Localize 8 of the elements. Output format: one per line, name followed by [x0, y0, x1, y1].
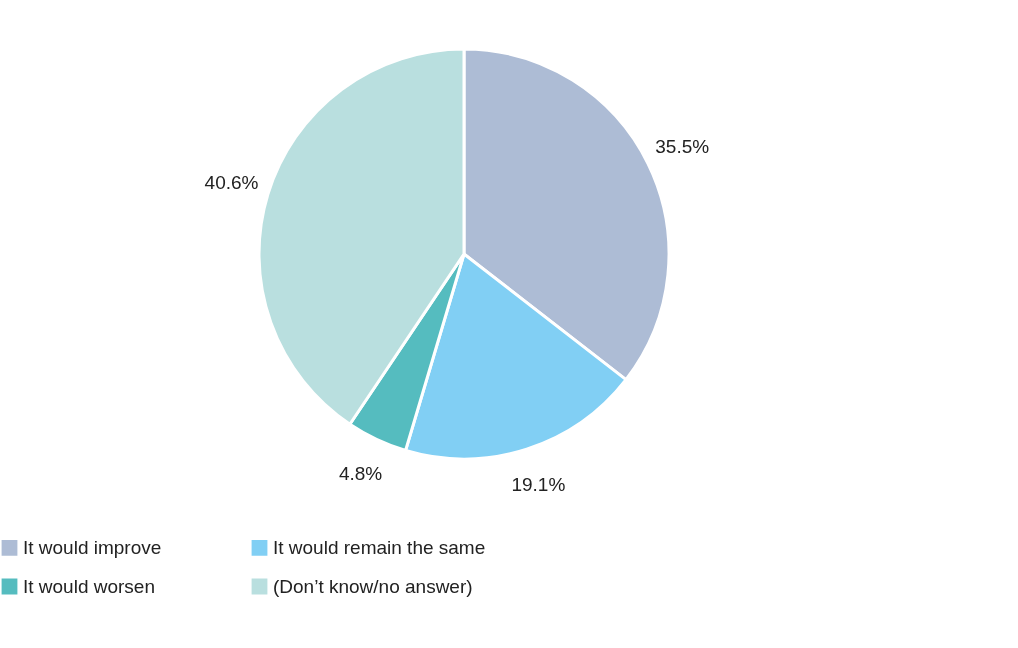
data-label: 40.6%: [204, 172, 259, 194]
data-label: 35.5%: [655, 136, 710, 158]
legend-label: (Don’t know/no answer): [273, 575, 473, 597]
legend-label: It would remain the same: [273, 536, 486, 558]
legend-label: It would improve: [23, 536, 162, 558]
data-label: 19.1%: [511, 474, 566, 496]
data-label: 4.8%: [338, 462, 383, 484]
legend-label: It would worsen: [23, 575, 156, 597]
